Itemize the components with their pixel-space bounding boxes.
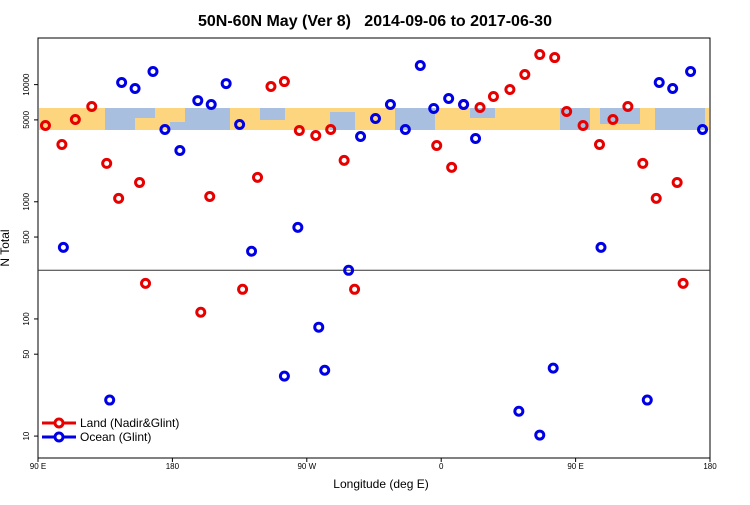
y-tick-label: 50 bbox=[22, 349, 31, 358]
point bbox=[549, 52, 561, 64]
point bbox=[414, 60, 426, 72]
point bbox=[349, 283, 361, 295]
point bbox=[577, 119, 589, 131]
legend-label: Ocean (Glint) bbox=[80, 430, 151, 444]
point bbox=[310, 129, 322, 141]
legend-marker bbox=[53, 431, 65, 443]
point bbox=[667, 82, 679, 94]
point bbox=[195, 306, 207, 318]
chart-title: 50N-60N May (Ver 8) 2014-09-06 to 2017-0… bbox=[198, 13, 552, 30]
point bbox=[343, 264, 355, 276]
y-tick-label: 10000 bbox=[22, 73, 31, 96]
point bbox=[487, 90, 499, 102]
point bbox=[431, 139, 443, 151]
legend-marker bbox=[53, 417, 65, 429]
point bbox=[292, 221, 304, 233]
x-tick-label: 180 bbox=[166, 462, 180, 471]
point bbox=[355, 130, 367, 142]
point bbox=[313, 321, 325, 333]
point bbox=[534, 49, 546, 61]
point bbox=[685, 66, 697, 78]
point bbox=[192, 95, 204, 107]
x-tick-label: 180 bbox=[703, 462, 717, 471]
x-tick-label: 90 E bbox=[30, 462, 46, 471]
point bbox=[237, 283, 249, 295]
point bbox=[458, 98, 470, 110]
point bbox=[513, 405, 525, 417]
point bbox=[252, 171, 264, 183]
point bbox=[519, 69, 531, 81]
map-strip bbox=[39, 108, 709, 130]
point bbox=[69, 113, 81, 125]
point bbox=[104, 394, 116, 406]
point bbox=[547, 362, 559, 374]
point bbox=[641, 394, 653, 406]
x-tick-label: 90 W bbox=[297, 462, 316, 471]
point bbox=[265, 81, 277, 93]
point bbox=[116, 77, 128, 89]
point bbox=[204, 190, 216, 202]
point bbox=[534, 429, 546, 441]
point bbox=[56, 138, 68, 150]
point bbox=[428, 102, 440, 114]
point bbox=[650, 192, 662, 204]
point bbox=[101, 157, 113, 169]
legend-label: Land (Nadir&Glint) bbox=[80, 416, 179, 430]
point bbox=[697, 123, 709, 135]
point bbox=[607, 113, 619, 125]
y-tick-label: 1000 bbox=[22, 192, 31, 210]
point bbox=[39, 119, 51, 131]
point bbox=[595, 241, 607, 253]
x-tick-label: 90 E bbox=[567, 462, 583, 471]
point bbox=[384, 98, 396, 110]
y-tick-label: 5000 bbox=[22, 110, 31, 128]
point bbox=[671, 177, 683, 189]
point bbox=[593, 138, 605, 150]
point bbox=[86, 101, 98, 113]
point bbox=[653, 77, 665, 89]
point bbox=[293, 124, 305, 136]
point bbox=[338, 154, 350, 166]
point bbox=[174, 144, 186, 156]
y-tick-label: 100 bbox=[22, 312, 31, 326]
point bbox=[147, 66, 159, 78]
point bbox=[561, 105, 573, 117]
point bbox=[220, 78, 232, 90]
point bbox=[319, 364, 331, 376]
point bbox=[159, 123, 171, 135]
point bbox=[399, 123, 411, 135]
point bbox=[205, 98, 217, 110]
x-axis-label: Longitude (deg E) bbox=[333, 477, 428, 491]
y-tick-label: 10 bbox=[22, 431, 31, 440]
point bbox=[57, 241, 69, 253]
point bbox=[446, 161, 458, 173]
y-tick-label: 500 bbox=[22, 230, 31, 244]
point bbox=[278, 370, 290, 382]
point bbox=[234, 118, 246, 130]
point bbox=[113, 192, 125, 204]
point bbox=[129, 82, 141, 94]
x-tick-label: 0 bbox=[439, 462, 444, 471]
plot-frame bbox=[37, 37, 711, 459]
point bbox=[504, 84, 516, 96]
point bbox=[278, 76, 290, 88]
point bbox=[470, 132, 482, 144]
point bbox=[134, 177, 146, 189]
point bbox=[474, 101, 486, 113]
point bbox=[246, 245, 258, 257]
point bbox=[140, 277, 152, 289]
point bbox=[325, 123, 337, 135]
point bbox=[443, 93, 455, 105]
point bbox=[369, 112, 381, 124]
point bbox=[677, 277, 689, 289]
point bbox=[637, 157, 649, 169]
point bbox=[622, 101, 634, 113]
y-axis-label: N Total bbox=[0, 229, 12, 266]
